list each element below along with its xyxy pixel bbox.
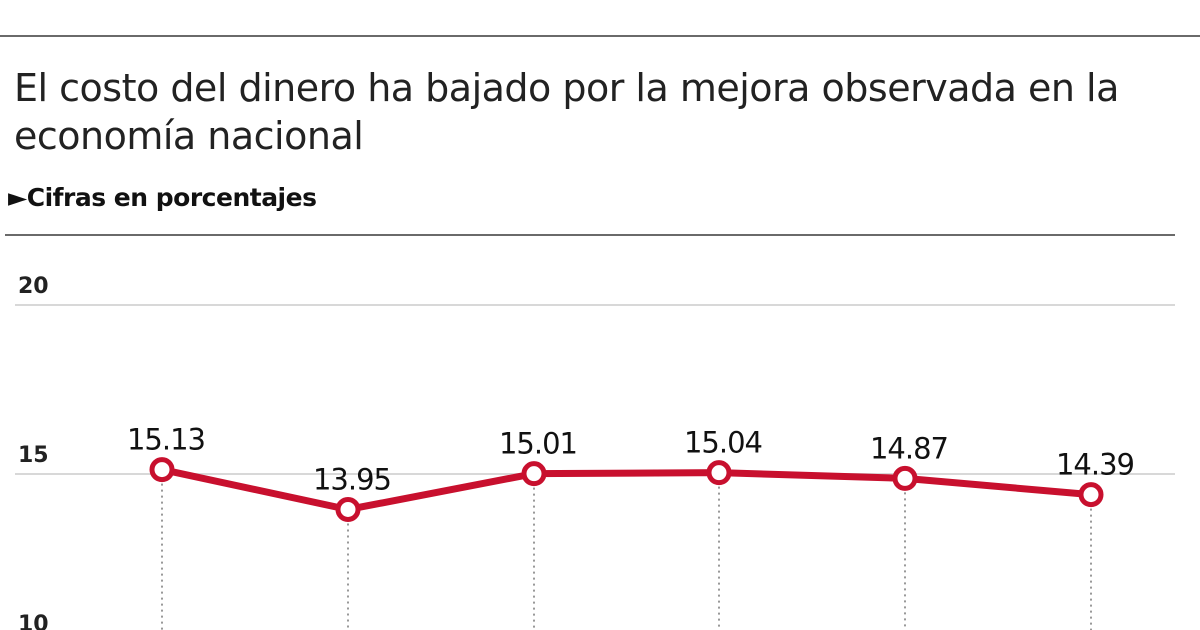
series-line	[161, 466, 1092, 513]
data-label: 14.39	[1056, 448, 1134, 482]
data-point	[1078, 482, 1104, 508]
triangle-marker-icon: ►	[8, 183, 27, 212]
data-point	[706, 460, 732, 486]
y-tick-label: 10	[18, 612, 49, 630]
chart-title: El costo del dinero ha bajado por la mej…	[14, 66, 1119, 158]
subtitle-text: Cifras en porcentajes	[26, 183, 317, 212]
y-tick-label: 15	[18, 443, 49, 468]
data-point	[892, 465, 918, 491]
subtitle-rule	[5, 234, 1175, 236]
data-label: 15.13	[127, 423, 205, 457]
chart-subtitle: ►Cifras en porcentajes	[8, 183, 317, 212]
top-rule	[0, 35, 1200, 37]
data-label: 15.01	[499, 427, 577, 461]
data-point	[521, 461, 547, 487]
data-label: 15.04	[684, 426, 762, 460]
data-point	[335, 496, 361, 522]
data-label: 14.87	[870, 431, 948, 465]
data-point	[149, 457, 175, 483]
y-tick-label: 20	[18, 274, 49, 299]
data-label: 13.95	[313, 462, 391, 496]
